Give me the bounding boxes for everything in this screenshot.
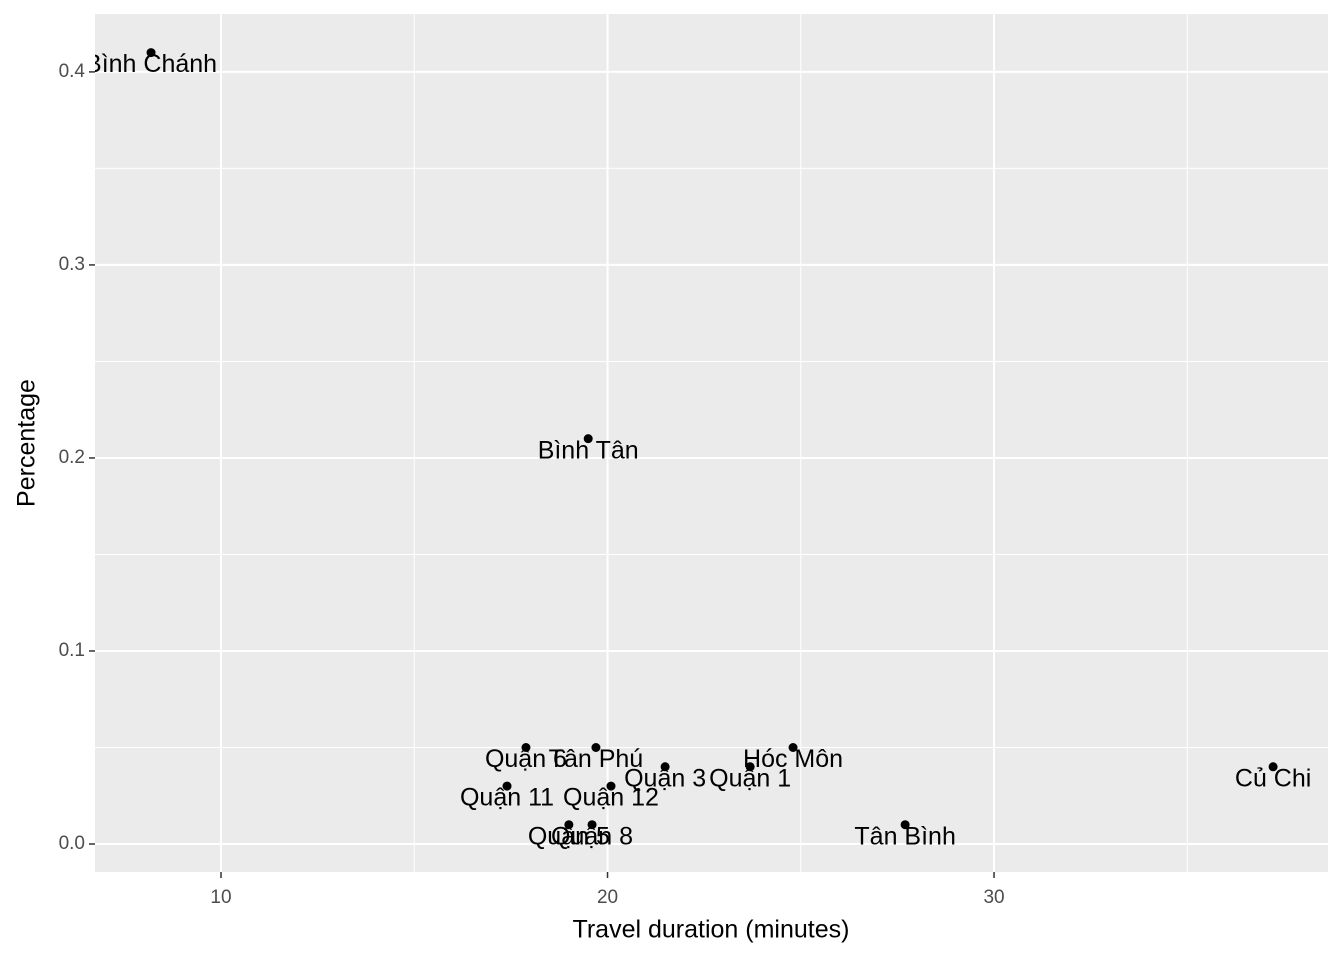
point-label: Quận 8 (551, 822, 633, 850)
point (788, 742, 798, 752)
point (745, 762, 755, 772)
point-label: Quận 5 (528, 822, 610, 850)
point (146, 48, 156, 58)
x-tick-label: 10 (210, 887, 231, 908)
point-label: Hóc Môn (743, 745, 843, 773)
y-tick-label: 0.2 (59, 447, 85, 468)
point (1268, 762, 1278, 772)
y-axis-title: Percentage (13, 379, 41, 507)
x-axis-title: Travel duration (minutes) (573, 916, 850, 944)
y-tick-label: 0.1 (59, 640, 85, 661)
panel (95, 14, 1328, 872)
point-label: Củ Chi (1235, 764, 1311, 792)
y-tick-label: 0.0 (59, 833, 85, 854)
point (564, 820, 574, 830)
axes: 10 20 30 0.0 0.1 0.2 0.3 0.4 (59, 61, 1005, 908)
point-label: Quận 11 (460, 784, 554, 812)
x-tick-label: 30 (983, 887, 1004, 908)
point-label: Tân Bình (854, 822, 955, 850)
point (521, 742, 531, 752)
point (900, 820, 910, 830)
point (583, 434, 593, 444)
point (660, 762, 670, 772)
y-tick-label: 0.4 (59, 61, 86, 82)
point (587, 820, 597, 830)
point-label: Quận 3 (624, 764, 706, 792)
grid (95, 14, 1328, 872)
point (606, 781, 616, 791)
point-label: Quận 1 (709, 764, 791, 792)
point-label: Bình Tân (538, 436, 639, 464)
y-tick-label: 0.3 (59, 254, 85, 275)
point-label: Quận 6 (485, 745, 567, 773)
point-label: Bình Chánh (85, 50, 217, 78)
point (591, 742, 601, 752)
point-label: Tân Phú (549, 745, 644, 773)
point-label: Quận 12 (563, 784, 659, 812)
x-tick-label: 20 (597, 887, 618, 908)
point (502, 781, 512, 791)
